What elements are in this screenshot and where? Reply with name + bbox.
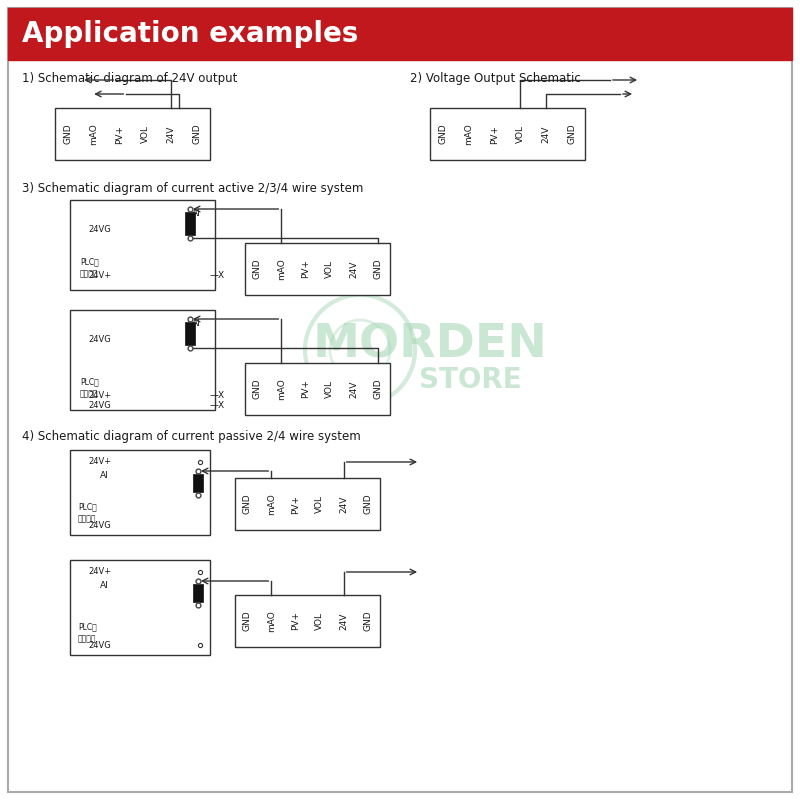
Text: GND: GND [363,610,373,631]
Text: 24V+: 24V+ [88,567,111,577]
Text: PLC等
控制系统: PLC等 控制系统 [80,258,98,278]
Text: 24V: 24V [339,495,348,513]
Text: 24V: 24V [350,380,358,398]
Text: 24V+: 24V+ [88,391,111,401]
Bar [245,243,390,295]
Text: AI: AI [100,582,109,590]
Text: 4) Schematic diagram of current passive 2/4 wire system: 4) Schematic diagram of current passive … [22,430,361,443]
Text: PV+: PV+ [291,494,300,514]
Bar [235,595,380,647]
Text: 24VG: 24VG [88,641,110,650]
Text: GND: GND [242,494,251,514]
Text: GND: GND [193,124,202,144]
Bar [70,200,215,290]
Text: GND: GND [438,124,447,144]
Bar [193,584,203,602]
Text: —X: —X [210,391,225,401]
Text: GND: GND [253,378,262,399]
Bar [55,108,210,160]
Text: AI: AI [100,471,109,481]
Bar [245,363,390,415]
Bar [70,560,210,655]
Text: mAO: mAO [464,123,474,145]
Text: PV+: PV+ [301,379,310,398]
Text: 24VG: 24VG [88,226,110,234]
Text: 3) Schematic diagram of current active 2/3/4 wire system: 3) Schematic diagram of current active 2… [22,182,363,195]
Bar [185,212,195,235]
Text: VOL: VOL [141,125,150,143]
Text: VOL: VOL [325,260,334,278]
Text: mAO: mAO [266,493,276,515]
Text: mAO: mAO [277,378,286,400]
Bar [70,310,215,410]
Text: Application examples: Application examples [22,20,358,48]
Text: mAO: mAO [90,123,98,145]
Text: 24VG: 24VG [88,335,110,345]
Text: PLC等
控制系统: PLC等 控制系统 [78,502,97,524]
Bar [193,474,203,492]
Text: 24V+: 24V+ [88,271,111,281]
Text: —X: —X [210,402,225,410]
Text: GND: GND [567,124,577,144]
Text: STORE: STORE [418,366,522,394]
Bar [185,322,195,345]
Text: 24V: 24V [166,126,176,142]
Text: PLC等
控制系统: PLC等 控制系统 [80,378,98,398]
Text: MORDEN: MORDEN [313,322,547,367]
Text: PV+: PV+ [115,125,124,143]
Text: 1) Schematic diagram of 24V output: 1) Schematic diagram of 24V output [22,72,238,85]
Text: AI: AI [192,210,201,218]
Text: 24V: 24V [542,126,550,142]
Text: PV+: PV+ [490,125,499,143]
Bar [235,478,380,530]
Text: GND: GND [374,378,382,399]
Text: GND: GND [253,258,262,279]
Text: —X: —X [210,271,225,281]
Text: 24VG: 24VG [88,521,110,530]
Text: VOL: VOL [315,495,324,513]
Bar [70,450,210,535]
Text: 24VG: 24VG [88,402,110,410]
Text: mAO: mAO [266,610,276,632]
Text: AI: AI [192,319,201,329]
Text: 24V: 24V [339,612,348,630]
Text: VOL: VOL [516,125,525,143]
Text: 2) Voltage Output Schematic: 2) Voltage Output Schematic [410,72,581,85]
Text: GND: GND [242,610,251,631]
Text: PLC等
控制系统: PLC等 控制系统 [78,622,97,644]
Text: GND: GND [374,258,382,279]
Text: 24V: 24V [350,260,358,278]
Bar [430,108,585,160]
Text: GND: GND [63,124,73,144]
Text: PV+: PV+ [291,611,300,630]
Text: VOL: VOL [325,380,334,398]
Text: GND: GND [363,494,373,514]
Bar [8,8,792,60]
Text: mAO: mAO [277,258,286,280]
Text: PV+: PV+ [301,259,310,278]
Text: 24V+: 24V+ [88,458,111,466]
Text: VOL: VOL [315,612,324,630]
